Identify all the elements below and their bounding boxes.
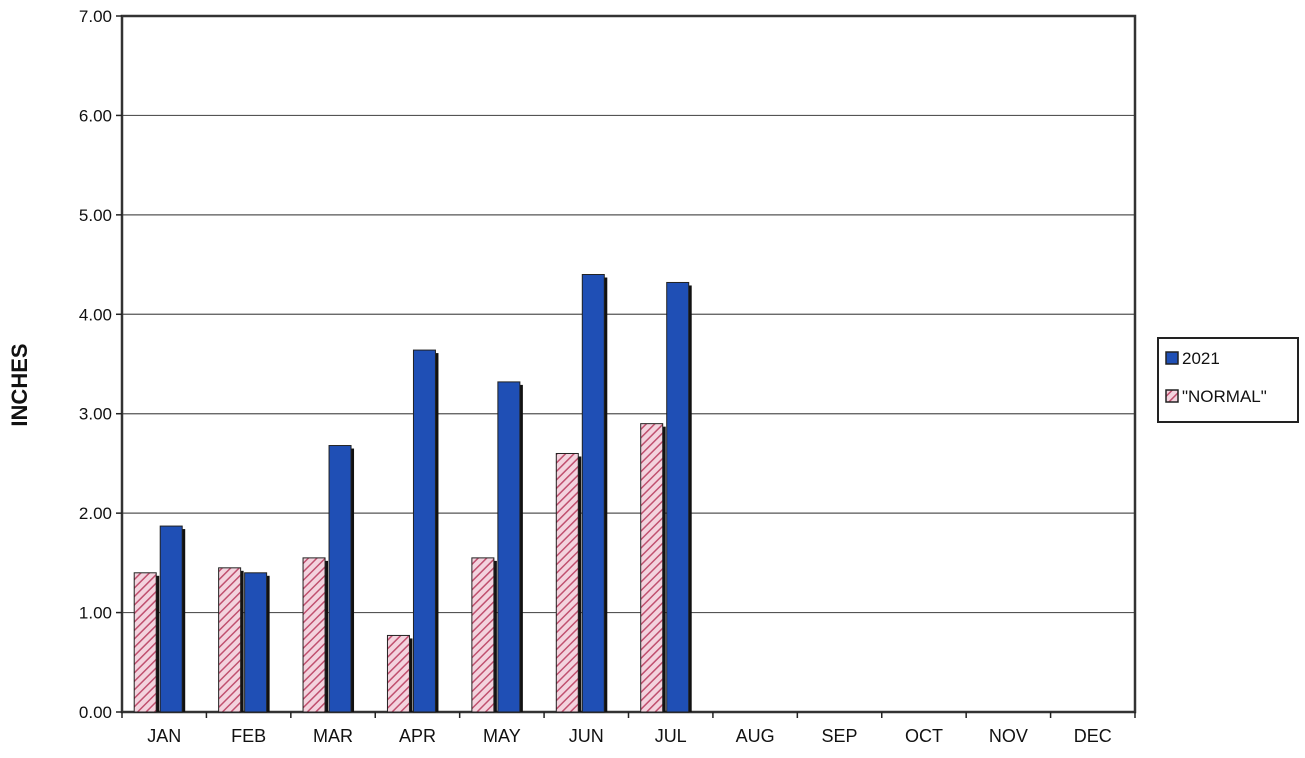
x-tick-label: MAR	[313, 726, 353, 746]
y-tick-label: 2.00	[79, 504, 112, 523]
bar-2021-may	[497, 381, 521, 713]
legend-label-normal: "NORMAL"	[1182, 387, 1267, 406]
x-tick-label: DEC	[1074, 726, 1112, 746]
gridlines	[122, 114, 1135, 614]
legend-swatch-2021	[1165, 351, 1179, 365]
legend-box	[1157, 337, 1299, 423]
plot-border	[120, 14, 1137, 714]
x-tick-label: FEB	[231, 726, 266, 746]
legend-label-2021: 2021	[1182, 349, 1220, 368]
y-tick-label: 7.00	[79, 7, 112, 26]
bar-normal-jun	[555, 452, 579, 713]
bar-2021-jan	[159, 525, 183, 713]
y-tick-label: 3.00	[79, 405, 112, 424]
x-tick-label: JAN	[147, 726, 181, 746]
x-tick-label: APR	[399, 726, 436, 746]
bar-normal-may	[471, 557, 495, 713]
y-tick-label: 5.00	[79, 206, 112, 225]
y-axis: 0.00 1.00 2.00 3.00 4.00 5.00 6.00 7.00	[79, 7, 122, 722]
bar-normal-jul	[640, 423, 664, 713]
bar-normal-apr	[386, 634, 410, 713]
bar-normal-jan	[133, 572, 157, 713]
y-tick-label: 4.00	[79, 305, 112, 324]
plot-area	[120, 14, 1137, 714]
x-tick-label: AUG	[736, 726, 775, 746]
x-tick-label: JUN	[569, 726, 604, 746]
x-tick-label: SEP	[822, 726, 858, 746]
bar-2021-apr	[412, 349, 436, 713]
legend-swatch-normal	[1165, 389, 1179, 403]
x-tick-label: NOV	[989, 726, 1028, 746]
bars	[133, 274, 692, 713]
y-tick-label: 6.00	[79, 106, 112, 125]
y-tick-label: 1.00	[79, 604, 112, 623]
legend: 2021 "NORMAL"	[1157, 337, 1299, 423]
bar-2021-mar	[328, 445, 352, 713]
y-axis-label: INCHES	[7, 343, 32, 426]
bar-2021-jun	[581, 274, 605, 713]
x-axis: JAN FEB MAR APR MAY JUN JUL AUG SEP OCT NOV DEC	[121, 712, 1136, 746]
x-tick-label: JUL	[655, 726, 687, 746]
bar-2021-jul	[666, 281, 690, 713]
bar-normal-mar	[302, 557, 326, 713]
x-tick-label: OCT	[905, 726, 943, 746]
x-tick-label: MAY	[483, 726, 521, 746]
bar-normal-feb	[218, 567, 242, 713]
bar-2021-feb	[244, 572, 268, 713]
y-tick-label: 0.00	[79, 703, 112, 722]
